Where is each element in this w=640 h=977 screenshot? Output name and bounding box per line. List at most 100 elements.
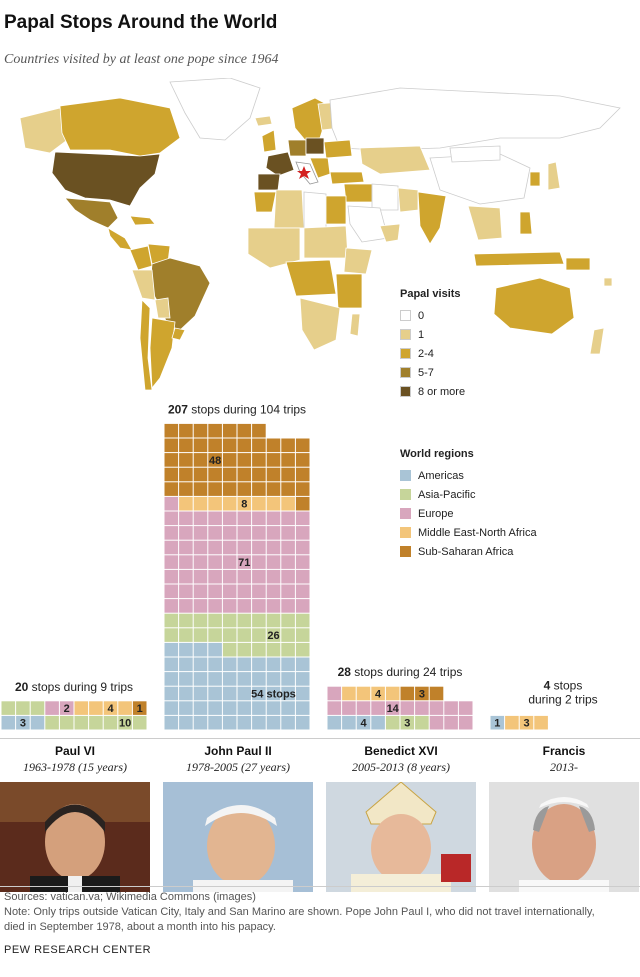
waffle-cell — [295, 657, 310, 672]
waffle-cell — [429, 715, 444, 730]
waffle-cell — [222, 511, 237, 526]
map-uruguay — [171, 327, 186, 341]
pope-label-paul-vi: Paul VI 1963-1978 (15 years) — [0, 744, 150, 775]
map-philippines — [519, 211, 533, 235]
map-poland — [305, 137, 325, 155]
waffle-cell — [371, 701, 385, 715]
waffle-cell — [164, 715, 179, 730]
waffle-value-label: 14 — [387, 703, 400, 715]
waffle-cell — [252, 438, 266, 453]
pope-name: Benedict XVI — [364, 744, 438, 758]
waffle-cell — [222, 423, 237, 438]
waffle-cell — [179, 584, 193, 599]
waffle-cell — [164, 657, 179, 672]
waffle-cell — [295, 555, 310, 569]
waffle-cell — [281, 482, 295, 496]
waffle-cell — [164, 672, 179, 686]
waffle-value-label: 54 stops — [251, 689, 296, 701]
waffle-cell — [164, 584, 179, 599]
waffle-cell — [281, 628, 295, 642]
waffle-cell — [252, 613, 266, 628]
waffle-cell — [444, 701, 458, 715]
waffle-cell — [295, 453, 310, 467]
waffle-cell — [295, 438, 310, 453]
map-pacific-islands — [603, 277, 613, 287]
waffle-cell — [252, 628, 266, 642]
waffle-value-label: 3 — [20, 718, 26, 730]
map-kazakhstan — [359, 145, 431, 175]
map-uk — [261, 129, 277, 153]
waffle-value-label: 48 — [209, 455, 221, 467]
pope-years: 1963-1978 (15 years) — [23, 760, 127, 774]
waffle-cell — [164, 423, 179, 438]
waffle-cell — [371, 686, 385, 701]
waffle-cell — [164, 540, 179, 555]
region-legend-item: Sub-Saharan Africa — [400, 542, 537, 561]
waffle-cell — [208, 438, 222, 453]
waffle-cell — [252, 555, 266, 569]
waffle-cell — [237, 453, 252, 467]
waffle-cell — [179, 715, 193, 730]
waffle-value-label: 3 — [419, 689, 425, 701]
map-mongolia — [449, 145, 501, 163]
map-legend-label: 0 — [418, 309, 425, 322]
waffle-cell — [237, 496, 252, 511]
waffle-cell — [222, 628, 237, 642]
waffle-cell — [237, 599, 252, 613]
map-egypt — [325, 195, 347, 225]
portrait-john-paul-ii — [163, 782, 313, 892]
waffle-cell — [132, 715, 147, 730]
waffle-cell — [266, 715, 281, 730]
waffle-value-label: 1 — [494, 718, 500, 730]
waffle-cell — [252, 657, 266, 672]
waffle-cell — [222, 569, 237, 584]
waffle-cell — [193, 467, 208, 482]
waffle-cell — [458, 701, 473, 715]
waffle-cell — [458, 715, 473, 730]
pope-label-benedict-xvi: Benedict XVI 2005-2013 (8 years) — [326, 744, 476, 775]
waffle-cell — [89, 701, 103, 715]
waffle-cell — [505, 715, 519, 730]
waffle-cell — [266, 672, 281, 686]
waffle-cell — [252, 686, 266, 701]
waffle-cell — [415, 715, 429, 730]
waffle-cell — [179, 453, 193, 467]
waffle-cell — [222, 467, 237, 482]
waffle-cell — [266, 628, 281, 642]
map-caribbean — [129, 215, 156, 226]
map-png — [565, 257, 591, 271]
waffle-cell — [45, 715, 59, 730]
waffle-cell — [281, 715, 295, 730]
waffle-cell — [281, 540, 295, 555]
pope-summary-line2: during 2 trips — [528, 692, 597, 706]
map-colombia — [129, 245, 153, 271]
waffle-cell — [193, 613, 208, 628]
waffle-cell — [415, 686, 429, 701]
waffle-cell — [208, 701, 222, 715]
sources: Sources: vatican.va; Wikimedia Commons (… — [4, 891, 256, 903]
waffle-cell — [385, 715, 400, 730]
waffle-value-label: 4 — [375, 689, 382, 701]
map-legend-item: 0 — [400, 306, 465, 325]
chart-subtitle: Countries visited by at least one pope s… — [4, 52, 279, 67]
waffle-cell — [164, 467, 179, 482]
waffle-cell — [295, 628, 310, 642]
waffle-cell — [193, 453, 208, 467]
waffle-cell — [179, 599, 193, 613]
map-legend-swatch — [400, 310, 411, 321]
waffle-cell — [179, 569, 193, 584]
waffle-value-label: 3 — [523, 718, 529, 730]
map-russia — [329, 87, 621, 151]
region-legend: World regions Americas Asia-Pacific Euro… — [400, 448, 537, 561]
waffle-cell — [164, 613, 179, 628]
waffle-cell — [222, 715, 237, 730]
region-legend-swatch — [400, 546, 411, 557]
waffle-cell — [222, 438, 237, 453]
pope-summary: 207 stops during 104 trips — [168, 402, 306, 416]
waffle-cell — [266, 438, 281, 453]
region-legend-label: Asia-Pacific — [418, 488, 476, 501]
waffle-cell — [222, 584, 237, 599]
map-legend-label: 8 or more — [418, 385, 466, 398]
waffle-cell — [252, 599, 266, 613]
waffle-cell — [252, 482, 266, 496]
